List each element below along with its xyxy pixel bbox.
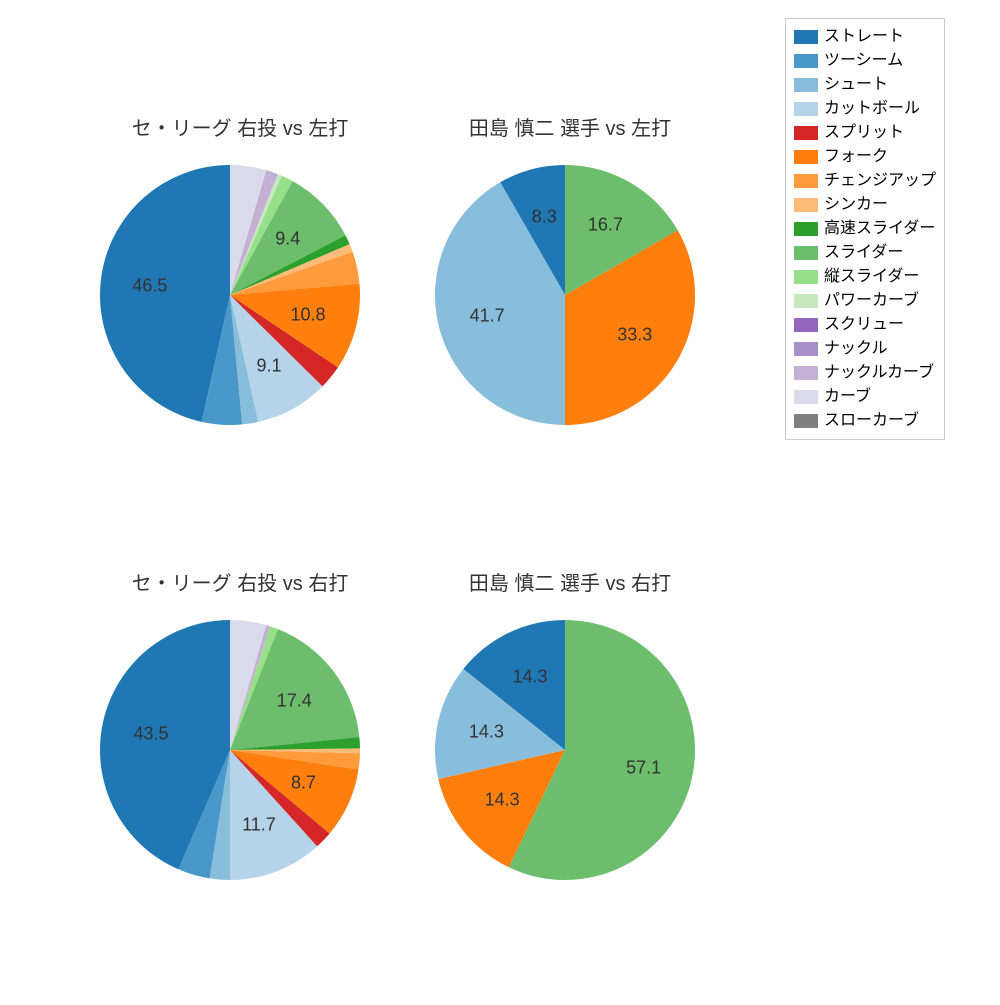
legend-label: カットボール bbox=[824, 97, 920, 121]
legend-swatch bbox=[794, 342, 818, 356]
legend-item: シュート bbox=[794, 73, 936, 97]
legend-swatch bbox=[794, 246, 818, 260]
slice-label: 14.3 bbox=[485, 790, 520, 811]
legend-label: スライダー bbox=[824, 241, 903, 265]
legend-label: ツーシーム bbox=[824, 49, 903, 73]
legend-label: 縦スライダー bbox=[824, 265, 919, 289]
legend-label: スプリット bbox=[824, 121, 904, 145]
slice-label: 10.8 bbox=[291, 305, 326, 326]
legend-item: ナックルカーブ bbox=[794, 361, 936, 385]
legend-label: シュート bbox=[824, 73, 888, 97]
legend-swatch bbox=[794, 366, 818, 380]
legend-swatch bbox=[794, 78, 818, 92]
legend-swatch bbox=[794, 318, 818, 332]
legend-swatch bbox=[794, 126, 818, 140]
legend-item: チェンジアップ bbox=[794, 169, 936, 193]
chart-title: セ・リーグ 右投 vs 左打 bbox=[90, 112, 390, 141]
slice-label: 9.1 bbox=[257, 355, 282, 376]
legend-label: ナックルカーブ bbox=[824, 361, 934, 385]
legend-label: パワーカーブ bbox=[824, 289, 919, 313]
legend-swatch bbox=[794, 270, 818, 284]
slice-label: 14.3 bbox=[512, 667, 547, 688]
legend-swatch bbox=[794, 54, 818, 68]
legend-label: チェンジアップ bbox=[824, 169, 936, 193]
legend-item: スクリュー bbox=[794, 313, 936, 337]
legend-item: ストレート bbox=[794, 25, 936, 49]
legend-swatch bbox=[794, 174, 818, 188]
legend-item: ナックル bbox=[794, 337, 936, 361]
legend-item: シンカー bbox=[794, 193, 936, 217]
chart-grid: セ・リーグ 右投 vs 左打 田島 慎二 選手 vs 左打セ・リーグ 右投 vs … bbox=[0, 0, 1000, 1000]
slice-label: 11.7 bbox=[242, 815, 276, 836]
legend-item: スプリット bbox=[794, 121, 936, 145]
legend-label: シンカー bbox=[824, 193, 888, 217]
legend-swatch bbox=[794, 222, 818, 236]
slice-label: 43.5 bbox=[134, 723, 169, 744]
chart-title: セ・リーグ 右投 vs 右打 bbox=[90, 567, 390, 596]
legend-swatch bbox=[794, 102, 818, 116]
slice-label: 57.1 bbox=[626, 757, 661, 778]
legend-swatch bbox=[794, 294, 818, 308]
chart-title: 田島 慎二 選手 vs 右打 bbox=[420, 567, 720, 596]
legend-item: パワーカーブ bbox=[794, 289, 936, 313]
legend-label: ナックル bbox=[824, 337, 888, 361]
legend-label: 高速スライダー bbox=[824, 217, 935, 241]
slice-label: 41.7 bbox=[470, 305, 505, 326]
legend-label: ストレート bbox=[824, 25, 904, 49]
legend-label: スクリュー bbox=[824, 313, 904, 337]
legend: ストレートツーシームシュートカットボールスプリットフォークチェンジアップシンカー… bbox=[785, 18, 945, 440]
legend-item: カーブ bbox=[794, 385, 936, 409]
slice-label: 8.3 bbox=[532, 207, 557, 228]
legend-item: スローカーブ bbox=[794, 409, 936, 433]
slice-label: 17.4 bbox=[277, 691, 312, 712]
legend-swatch bbox=[794, 414, 818, 428]
slice-label: 46.5 bbox=[132, 276, 167, 297]
legend-label: スローカーブ bbox=[824, 409, 919, 433]
legend-swatch bbox=[794, 30, 818, 44]
slice-label: 16.7 bbox=[588, 215, 623, 236]
legend-item: スライダー bbox=[794, 241, 936, 265]
slice-label: 33.3 bbox=[617, 325, 652, 346]
chart-title: 田島 慎二 選手 vs 左打 bbox=[420, 112, 720, 141]
slice-label: 8.7 bbox=[291, 773, 316, 794]
slice-label: 14.3 bbox=[469, 722, 504, 743]
legend-swatch bbox=[794, 198, 818, 212]
legend-item: カットボール bbox=[794, 97, 936, 121]
legend-item: フォーク bbox=[794, 145, 936, 169]
legend-item: ツーシーム bbox=[794, 49, 936, 73]
legend-swatch bbox=[794, 390, 818, 404]
legend-label: フォーク bbox=[824, 145, 888, 169]
legend-item: 高速スライダー bbox=[794, 217, 936, 241]
legend-label: カーブ bbox=[824, 385, 871, 409]
slice-label: 9.4 bbox=[275, 228, 300, 249]
legend-swatch bbox=[794, 150, 818, 164]
legend-item: 縦スライダー bbox=[794, 265, 936, 289]
